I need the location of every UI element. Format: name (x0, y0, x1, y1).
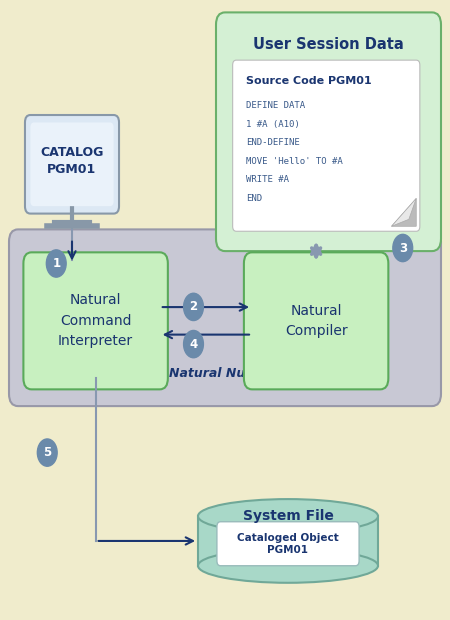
Text: Natural
Command
Interpreter: Natural Command Interpreter (58, 293, 133, 348)
Text: User Session Data: User Session Data (253, 37, 404, 52)
Text: 5: 5 (43, 446, 51, 459)
FancyBboxPatch shape (25, 115, 119, 213)
Text: System File: System File (243, 509, 333, 523)
FancyBboxPatch shape (233, 60, 420, 231)
FancyBboxPatch shape (216, 12, 441, 251)
Circle shape (37, 439, 57, 466)
Circle shape (46, 250, 66, 277)
Text: END: END (246, 194, 262, 203)
Circle shape (184, 330, 203, 358)
Text: WRITE #A: WRITE #A (246, 175, 289, 185)
FancyBboxPatch shape (9, 229, 441, 406)
Text: Source Code PGM01: Source Code PGM01 (246, 76, 372, 86)
Text: END-DEFINE: END-DEFINE (246, 138, 300, 148)
Ellipse shape (198, 499, 378, 533)
Text: 4: 4 (189, 338, 198, 350)
Text: 2: 2 (189, 301, 198, 313)
Bar (198, 516, 378, 565)
Text: 1: 1 (52, 257, 60, 270)
FancyBboxPatch shape (244, 252, 388, 389)
Text: Natural
Compiler: Natural Compiler (285, 304, 347, 338)
Text: Cataloged Object
PGM01: Cataloged Object PGM01 (237, 533, 339, 555)
Polygon shape (392, 198, 416, 226)
FancyBboxPatch shape (217, 522, 359, 565)
Text: 3: 3 (399, 242, 407, 254)
FancyBboxPatch shape (31, 123, 113, 206)
Text: CATALOG
PGM01: CATALOG PGM01 (40, 146, 104, 176)
FancyBboxPatch shape (23, 252, 168, 389)
Circle shape (184, 293, 203, 321)
Text: 1 #A (A10): 1 #A (A10) (246, 120, 300, 129)
Text: Natural Nucleus: Natural Nucleus (169, 367, 281, 380)
Circle shape (393, 234, 413, 262)
Text: DEFINE DATA: DEFINE DATA (246, 101, 305, 110)
Polygon shape (392, 198, 416, 226)
Ellipse shape (198, 549, 378, 583)
Text: MOVE 'Hello' TO #A: MOVE 'Hello' TO #A (246, 157, 343, 166)
